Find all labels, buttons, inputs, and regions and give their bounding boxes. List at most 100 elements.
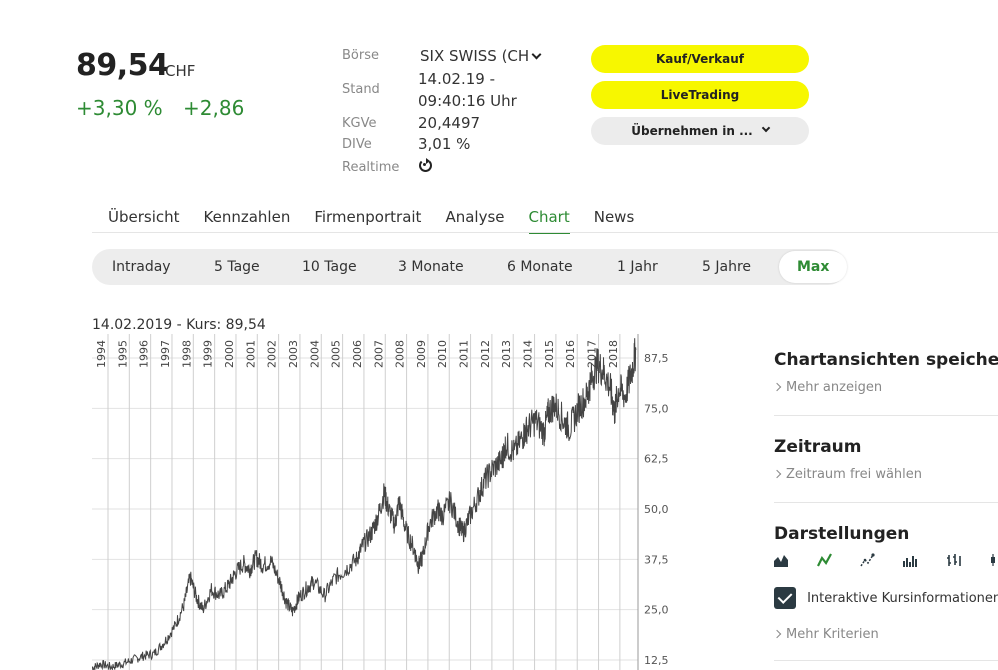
x-tick-label: 1995 bbox=[116, 340, 129, 368]
y-tick-label: 87,5 bbox=[644, 352, 669, 365]
y-tick-label: 37,5 bbox=[644, 553, 669, 566]
interactive-info-checkbox[interactable] bbox=[774, 587, 796, 609]
change-absolute: +2,86 bbox=[183, 96, 245, 120]
x-tick-label: 2011 bbox=[458, 340, 471, 368]
choose-period-link[interactable]: Zeitraum frei wählen bbox=[772, 467, 998, 482]
x-tick-label: 2004 bbox=[308, 340, 321, 368]
buy-sell-label: Kauf/Verkauf bbox=[655, 52, 745, 66]
chevron-down-icon bbox=[761, 123, 770, 133]
x-tick-label: 1998 bbox=[180, 340, 193, 368]
tab-key-figures[interactable]: Kennzahlen bbox=[203, 208, 291, 226]
ohlc-icon[interactable] bbox=[946, 553, 962, 567]
x-tick-label: 1996 bbox=[138, 340, 151, 368]
x-tick-label: 2014 bbox=[522, 340, 535, 368]
y-tick-label: 62,5 bbox=[644, 453, 669, 466]
livetrading-label: LiveTrading bbox=[660, 88, 740, 102]
choose-period-label: Zeitraum frei wählen bbox=[786, 467, 923, 482]
exchange-value: SIX SWISS (CH bbox=[420, 47, 530, 65]
x-tick-label: 2007 bbox=[372, 340, 385, 368]
tab-company-profile[interactable]: Firmenportrait bbox=[314, 208, 422, 226]
x-tick-label: 2018 bbox=[607, 340, 620, 368]
stand-date: 14.02.19 - bbox=[418, 70, 495, 88]
sidebar-divider bbox=[774, 502, 998, 503]
mountain-chart-icon[interactable] bbox=[774, 553, 790, 567]
x-tick-label: 2012 bbox=[479, 340, 492, 368]
show-more-label: Mehr anzeigen bbox=[786, 380, 883, 395]
chevron-right-icon bbox=[772, 629, 782, 639]
change-percent: +3,30 % bbox=[76, 96, 163, 120]
x-tick-label: 2009 bbox=[415, 340, 428, 368]
dive-value: 3,01 % bbox=[418, 135, 471, 153]
realtime-label: Realtime bbox=[342, 160, 400, 175]
kgve-label: KGVe bbox=[342, 116, 377, 131]
x-tick-label: 2002 bbox=[266, 340, 279, 368]
tab-chart[interactable]: Chart bbox=[528, 208, 570, 234]
price-chart-svg[interactable]: 87,5 75,0 62,5 50,0 37,5 25,0 12,5 1994 1995 1996… bbox=[91, 334, 692, 670]
section-tabs: Übersicht Kennzahlen Firmenportrait Anal… bbox=[108, 208, 658, 234]
range-1-year[interactable]: 1 Jahr bbox=[617, 259, 658, 275]
period-title: Zeitraum bbox=[774, 437, 862, 457]
dive-label: DIVe bbox=[342, 137, 372, 152]
quote-currency: CHF bbox=[165, 62, 196, 80]
x-tick-label: 2015 bbox=[543, 340, 556, 368]
livetrading-button[interactable]: LiveTrading bbox=[591, 81, 809, 109]
tabs-divider bbox=[92, 232, 998, 233]
range-max[interactable]: Max bbox=[779, 251, 848, 283]
price-chart[interactable]: 87,5 75,0 62,5 50,0 37,5 25,0 12,5 1994 1995 1996… bbox=[91, 334, 692, 670]
range-10-days[interactable]: 10 Tage bbox=[302, 259, 357, 275]
more-criteria-link[interactable]: Mehr Kriterien bbox=[772, 627, 998, 642]
interactive-info-option[interactable]: Interaktive Kursinformationen bbox=[774, 587, 998, 609]
exchange-label: Börse bbox=[342, 48, 379, 63]
range-3-months[interactable]: 3 Monate bbox=[398, 259, 464, 275]
stand-label: Stand bbox=[342, 82, 380, 97]
range-5-days[interactable]: 5 Tage bbox=[214, 259, 260, 275]
x-tick-label: 1994 bbox=[95, 340, 108, 368]
range-6-months[interactable]: 6 Monate bbox=[507, 259, 573, 275]
sidebar-divider bbox=[774, 660, 998, 661]
bar-chart-icon[interactable] bbox=[903, 553, 919, 567]
save-views-section: Chartansichten speichern Mehr anzeigen bbox=[772, 350, 998, 395]
x-tick-label: 2016 bbox=[564, 340, 577, 368]
realtime-toggle[interactable] bbox=[419, 158, 432, 176]
chevron-right-icon bbox=[772, 382, 782, 392]
tab-overview[interactable]: Übersicht bbox=[108, 208, 180, 226]
y-tick-label: 12,5 bbox=[644, 654, 669, 667]
x-tick-label: 2010 bbox=[436, 340, 449, 368]
range-5-years[interactable]: 5 Jahre bbox=[702, 259, 751, 275]
display-title: Darstellungen bbox=[774, 524, 910, 544]
stand-time: 09:40:16 Uhr bbox=[418, 92, 517, 110]
chevron-down-icon bbox=[531, 49, 542, 60]
exchange-select[interactable]: SIX SWISS (CH bbox=[420, 47, 542, 65]
x-tick-label: 2008 bbox=[394, 340, 407, 368]
line-chart-icon[interactable] bbox=[817, 553, 833, 567]
show-more-link[interactable]: Mehr anzeigen bbox=[772, 380, 998, 395]
scatter-line-icon[interactable] bbox=[860, 553, 876, 567]
x-tick-label: 2005 bbox=[330, 340, 343, 368]
x-tick-label: 1999 bbox=[202, 340, 215, 368]
sidebar-divider bbox=[774, 415, 998, 416]
range-selector: Intraday 5 Tage 10 Tage 3 Monate 6 Monat… bbox=[92, 249, 848, 285]
quote-changes: +3,30 % +2,86 bbox=[76, 96, 258, 120]
take-over-button[interactable]: Übernehmen in ... bbox=[591, 117, 809, 145]
x-tick-label: 2006 bbox=[351, 340, 364, 368]
x-tick-label: 1997 bbox=[159, 340, 172, 368]
x-tick-label: 2001 bbox=[244, 340, 257, 368]
tab-news[interactable]: News bbox=[593, 208, 635, 226]
x-tick-label: 2013 bbox=[500, 340, 513, 368]
tab-analysis[interactable]: Analyse bbox=[445, 208, 505, 226]
candlestick-icon[interactable] bbox=[989, 553, 998, 567]
more-criteria-label: Mehr Kriterien bbox=[786, 627, 879, 642]
y-tick-label: 75,0 bbox=[644, 402, 669, 415]
refresh-icon bbox=[419, 158, 432, 172]
chart-caption: 14.02.2019 - Kurs: 89,54 bbox=[92, 317, 266, 333]
buy-sell-button[interactable]: Kauf/Verkauf bbox=[591, 45, 809, 73]
display-section: Darstellungen Interaktive Kursinformatio… bbox=[772, 524, 998, 642]
x-tick-label: 2000 bbox=[223, 340, 236, 368]
period-section: Zeitraum Zeitraum frei wählen bbox=[772, 437, 998, 482]
chart-type-icons bbox=[774, 552, 998, 571]
interactive-info-label: Interaktive Kursinformationen bbox=[807, 590, 998, 606]
range-intraday[interactable]: Intraday bbox=[112, 259, 171, 275]
take-over-label: Übernehmen in ... bbox=[631, 124, 753, 138]
kgve-value: 20,4497 bbox=[418, 114, 481, 132]
y-tick-label: 50,0 bbox=[644, 503, 669, 516]
